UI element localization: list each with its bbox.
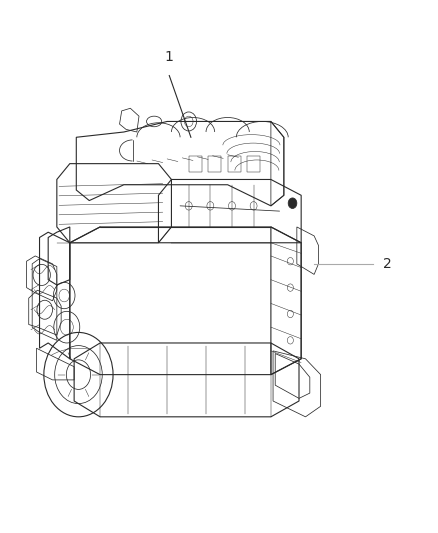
Text: 1: 1 [165, 51, 174, 64]
Circle shape [288, 198, 297, 208]
Text: 2: 2 [383, 257, 392, 271]
